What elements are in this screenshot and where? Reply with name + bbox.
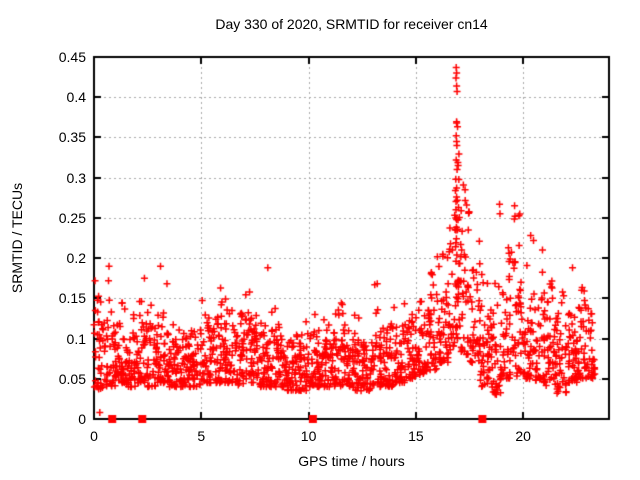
x-tick-label: 0 [90, 428, 98, 444]
y-tick-label: 0.25 [58, 209, 86, 226]
y-tick-label: 0.4 [66, 89, 86, 106]
y-axis-label: SRMTID / TECUs [9, 182, 25, 294]
x-tick-label: 20 [515, 428, 531, 444]
y-tick-label: 0.05 [58, 370, 86, 387]
y-tick-label: 0.2 [66, 250, 86, 267]
x-tick-label: 10 [300, 428, 317, 444]
x-tick-label: 5 [197, 428, 206, 444]
chart-title: Day 330 of 2020, SRMTID for receiver cn1… [215, 16, 488, 32]
y-tick-label: 0.35 [58, 129, 86, 146]
x-tick-label: 15 [408, 428, 424, 444]
y-tick-label: 0 [78, 411, 86, 427]
y-tick-label: 0.45 [58, 49, 86, 65]
x-axis-label: GPS time / hours [298, 453, 405, 469]
y-tick-label: 0.15 [58, 290, 86, 307]
y-tick-label: 0.1 [66, 330, 86, 347]
y-tick-label: 0.3 [66, 169, 86, 186]
